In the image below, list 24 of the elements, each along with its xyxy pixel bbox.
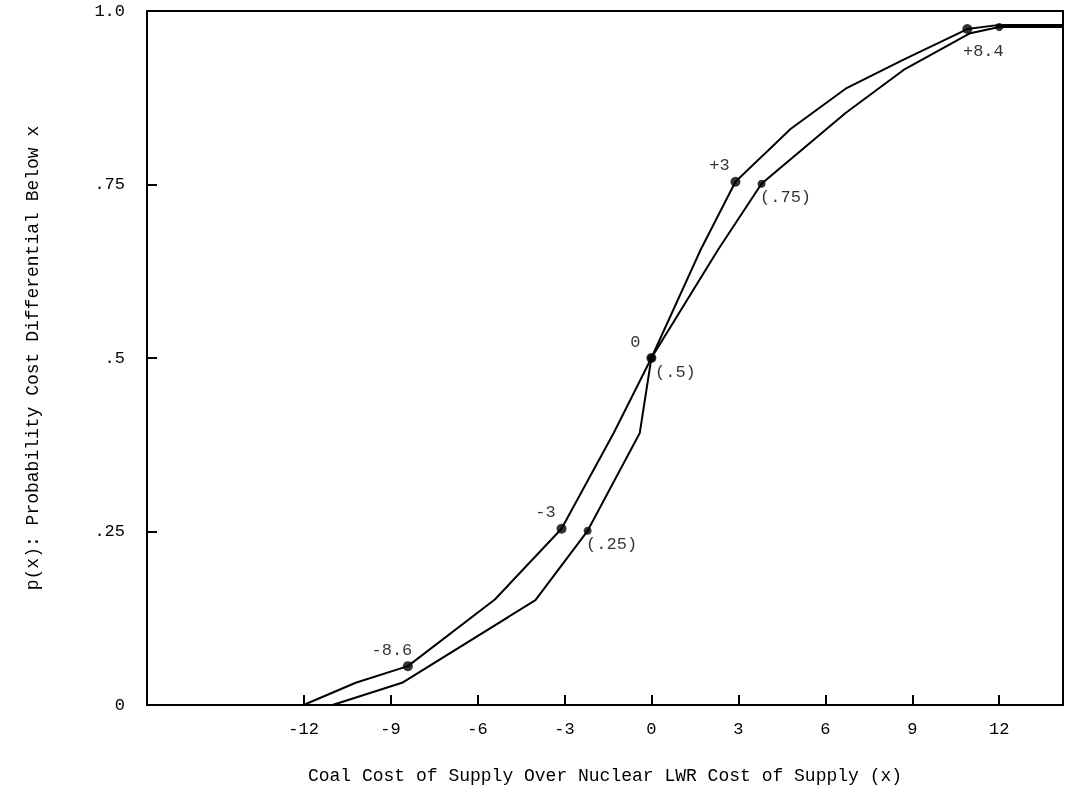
annotation: +3 xyxy=(709,156,730,176)
y-tick-label: .25 xyxy=(94,522,125,541)
y-tick-label: .75 xyxy=(94,175,125,194)
y-tick-label: 1.0 xyxy=(94,1,125,21)
x-tick-label: 3 xyxy=(733,720,744,739)
x-tick-label: 9 xyxy=(907,720,918,739)
x-tick-label: 12 xyxy=(989,720,1010,739)
x-tick-label: 0 xyxy=(646,720,657,739)
annotation: +8.4 xyxy=(962,41,1004,61)
annotation: 0 xyxy=(630,332,641,352)
y-tick-label: .5 xyxy=(104,348,125,368)
x-tick-label: -3 xyxy=(554,720,575,739)
x-tick-label: -9 xyxy=(380,720,401,739)
x-tick-label: -6 xyxy=(467,720,488,739)
data-label: (.25) xyxy=(586,535,638,555)
y-tick-label: 0 xyxy=(114,695,125,715)
data-label: (.75) xyxy=(760,188,812,208)
annotation: -8.6 xyxy=(371,640,413,660)
x-tick-label: 6 xyxy=(820,720,831,739)
x-axis-title: Coal Cost of Supply Over Nuclear LWR Cost of Supply (x) xyxy=(307,766,903,786)
x-tick-label: -12 xyxy=(288,720,319,739)
data-label: (.5) xyxy=(654,362,696,382)
annotation: -3 xyxy=(535,503,556,523)
y-axis-title: p(x): Probability Cost Differential Below x xyxy=(23,125,43,591)
